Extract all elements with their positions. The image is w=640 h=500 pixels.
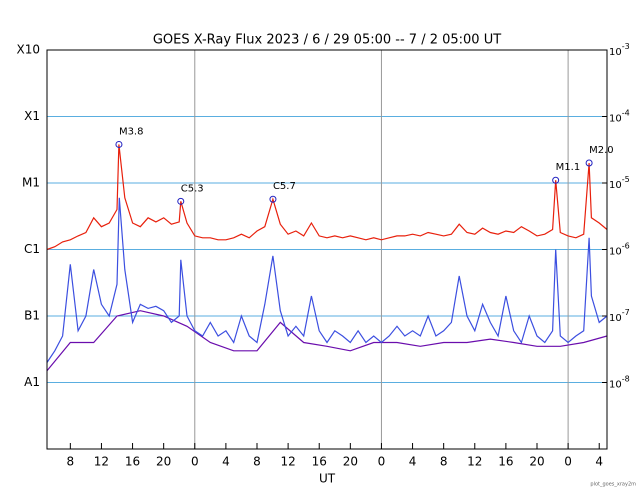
y2-tick-base: 10 [609,114,622,125]
y-tick-label: B1 [24,309,40,323]
y2-tick-exponent: -8 [622,374,630,383]
x-tick-label: 4 [222,455,230,469]
y2-tick-label: 10-7 [609,308,630,325]
x-tick-label: 0 [564,455,572,469]
x-tick-label: 16 [498,455,513,469]
flux-line [46,310,608,372]
flux-line [46,144,608,251]
flare-marker [552,176,560,184]
y2-tick-exponent: -6 [622,241,630,250]
x-tick-label: 16 [312,455,327,469]
flare-label: M2.0 [589,145,614,156]
y2-tick-base: 10 [609,247,622,258]
x-tick-label: 8 [67,455,75,469]
y2-tick-label: 10-5 [609,175,630,192]
flare-label: C5.3 [181,183,204,194]
flare-label: M1.1 [556,162,581,173]
x-tick-label: 4 [409,455,417,469]
x-tick-label: 0 [378,455,386,469]
plot-frame [46,49,608,450]
y2-tick-label: 10-3 [609,42,630,59]
y2-tick-exponent: -3 [622,42,630,51]
y2-tick-exponent: -7 [622,308,630,317]
y-tick-label: X1 [24,109,40,123]
y2-tick-base: 10 [609,180,622,191]
y2-tick-base: 10 [609,380,622,391]
y-tick-label: X10 [17,43,41,57]
flare-marker [269,195,277,203]
x-tick-label: 12 [467,455,482,469]
x-axis-label: UT [319,472,336,486]
x-tick-label: 20 [529,455,544,469]
x-tick-label: 12 [94,455,109,469]
y2-tick-base: 10 [609,313,622,324]
y2-tick-exponent: -5 [622,175,630,184]
footer: plot_goes_xray2m [590,482,636,488]
y2-tick-exponent: -4 [622,108,630,117]
flare-label: M3.8 [119,126,144,137]
x-tick-label: 4 [595,455,603,469]
x-tick-label: 12 [280,455,295,469]
x-tick-label: 20 [156,455,171,469]
y2-tick-label: 10-6 [609,241,630,258]
flare-label: C5.7 [273,181,296,192]
chart-title: GOES X-Ray Flux 2023 / 6 / 29 05:00 -- 7… [153,33,501,48]
x-tick-label: 0 [191,455,199,469]
flare-marker [585,159,593,167]
x-tick-label: 16 [125,455,140,469]
y2-tick-base: 10 [609,47,622,58]
y-tick-label: M1 [22,176,40,190]
y2-tick-label: 10-8 [609,374,630,391]
flare-marker [177,197,185,205]
y-tick-label: C1 [24,242,40,256]
flux-line [46,197,608,363]
y2-tick-label: 10-4 [609,108,630,125]
x-tick-label: 8 [253,455,261,469]
x-tick-label: 20 [343,455,358,469]
flare-marker [115,140,123,148]
x-tick-label: 8 [440,455,448,469]
y-tick-label: A1 [24,375,40,389]
